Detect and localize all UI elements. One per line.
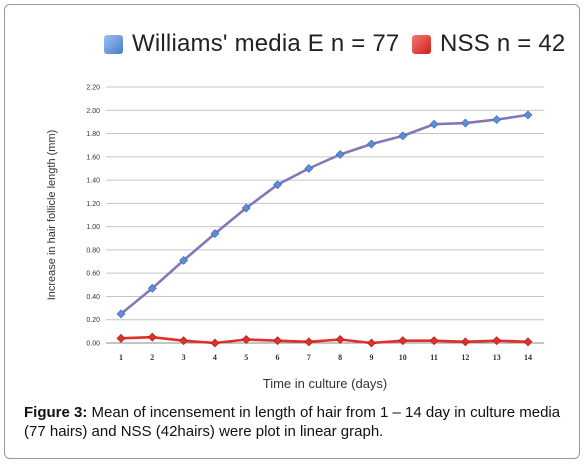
legend-item-nss: NSS n = 42	[412, 30, 565, 58]
y-tick-label: 0.80	[86, 247, 100, 254]
y-tick-label: 0.20	[86, 317, 100, 324]
x-tick-label: 3	[182, 353, 186, 362]
x-tick-label: 11	[430, 353, 438, 362]
chart-legend: Williams' media E n = 77 NSS n = 42	[0, 30, 586, 62]
data-point-marker	[273, 180, 282, 190]
data-point-marker	[147, 332, 157, 342]
series-line-0	[119, 113, 530, 316]
figure-caption: Figure 3: Mean of incensement in length …	[24, 403, 564, 441]
data-point-marker	[398, 336, 408, 346]
data-point-marker	[241, 203, 251, 213]
data-point-marker	[147, 283, 157, 293]
y-tick-label: 1.80	[86, 131, 100, 138]
y-tick-label: 2.20	[86, 85, 100, 92]
legend-item-williams: Williams' media E n = 77	[104, 30, 399, 58]
y-tick-label: 0.40	[86, 294, 100, 301]
x-tick-label: 9	[369, 353, 373, 362]
y-tick-label: 0.60	[86, 271, 100, 278]
data-point-marker	[241, 335, 251, 344]
legend-swatch-williams	[104, 34, 123, 54]
data-point-marker	[429, 119, 439, 129]
data-point-marker	[116, 309, 126, 319]
legend-swatch-nss	[412, 34, 431, 54]
data-point-marker	[429, 336, 439, 346]
x-tick-label: 7	[307, 353, 311, 362]
caption-label: Figure 3:	[24, 404, 88, 421]
data-point-marker	[273, 336, 282, 346]
data-point-marker	[492, 336, 502, 346]
data-point-marker	[304, 164, 314, 173]
series-line-1	[119, 335, 530, 345]
x-tick-label: 13	[493, 353, 501, 362]
x-tick-label: 1	[119, 353, 123, 362]
data-point-marker	[367, 338, 376, 348]
data-point-marker	[179, 255, 189, 265]
data-point-marker	[460, 337, 470, 347]
y-tick-label: 1.00	[86, 224, 100, 231]
x-tick-label: 4	[213, 353, 217, 362]
legend-label-nss: NSS n = 42	[440, 30, 566, 57]
x-tick-label: 8	[338, 353, 342, 362]
data-point-marker	[116, 333, 126, 343]
data-point-marker	[523, 110, 533, 120]
x-tick-label: 6	[276, 353, 280, 362]
data-point-marker	[460, 118, 470, 128]
x-tick-label: 2	[150, 353, 154, 362]
data-point-marker	[335, 150, 345, 159]
caption-text: Mean of incensement in length of hair fr…	[24, 404, 561, 440]
data-point-marker	[335, 335, 345, 344]
y-axis-title: Increase in hair follicle length (mm)	[46, 130, 58, 301]
y-tick-label: 2.00	[86, 108, 100, 115]
y-tick-label: 1.20	[86, 201, 100, 208]
x-tick-label: 5	[244, 353, 248, 362]
y-tick-label: 1.40	[86, 178, 100, 185]
y-tick-label: 0.00	[86, 341, 100, 348]
legend-label-williams: Williams' media E n = 77	[132, 30, 400, 57]
y-tick-label: 1.60	[86, 154, 100, 161]
data-point-marker	[398, 131, 408, 141]
x-axis-title: Time in culture (days)	[263, 376, 388, 391]
x-tick-label: 12	[461, 353, 469, 362]
data-point-marker	[304, 337, 314, 347]
data-point-marker	[367, 139, 376, 149]
data-point-marker	[492, 115, 502, 125]
data-point-marker	[210, 229, 220, 239]
figure-frame	[4, 4, 580, 459]
data-point-marker	[210, 338, 220, 348]
data-point-marker	[179, 336, 189, 346]
x-tick-label: 10	[399, 353, 407, 362]
data-point-marker	[523, 337, 533, 347]
x-tick-label: 14	[524, 353, 532, 362]
